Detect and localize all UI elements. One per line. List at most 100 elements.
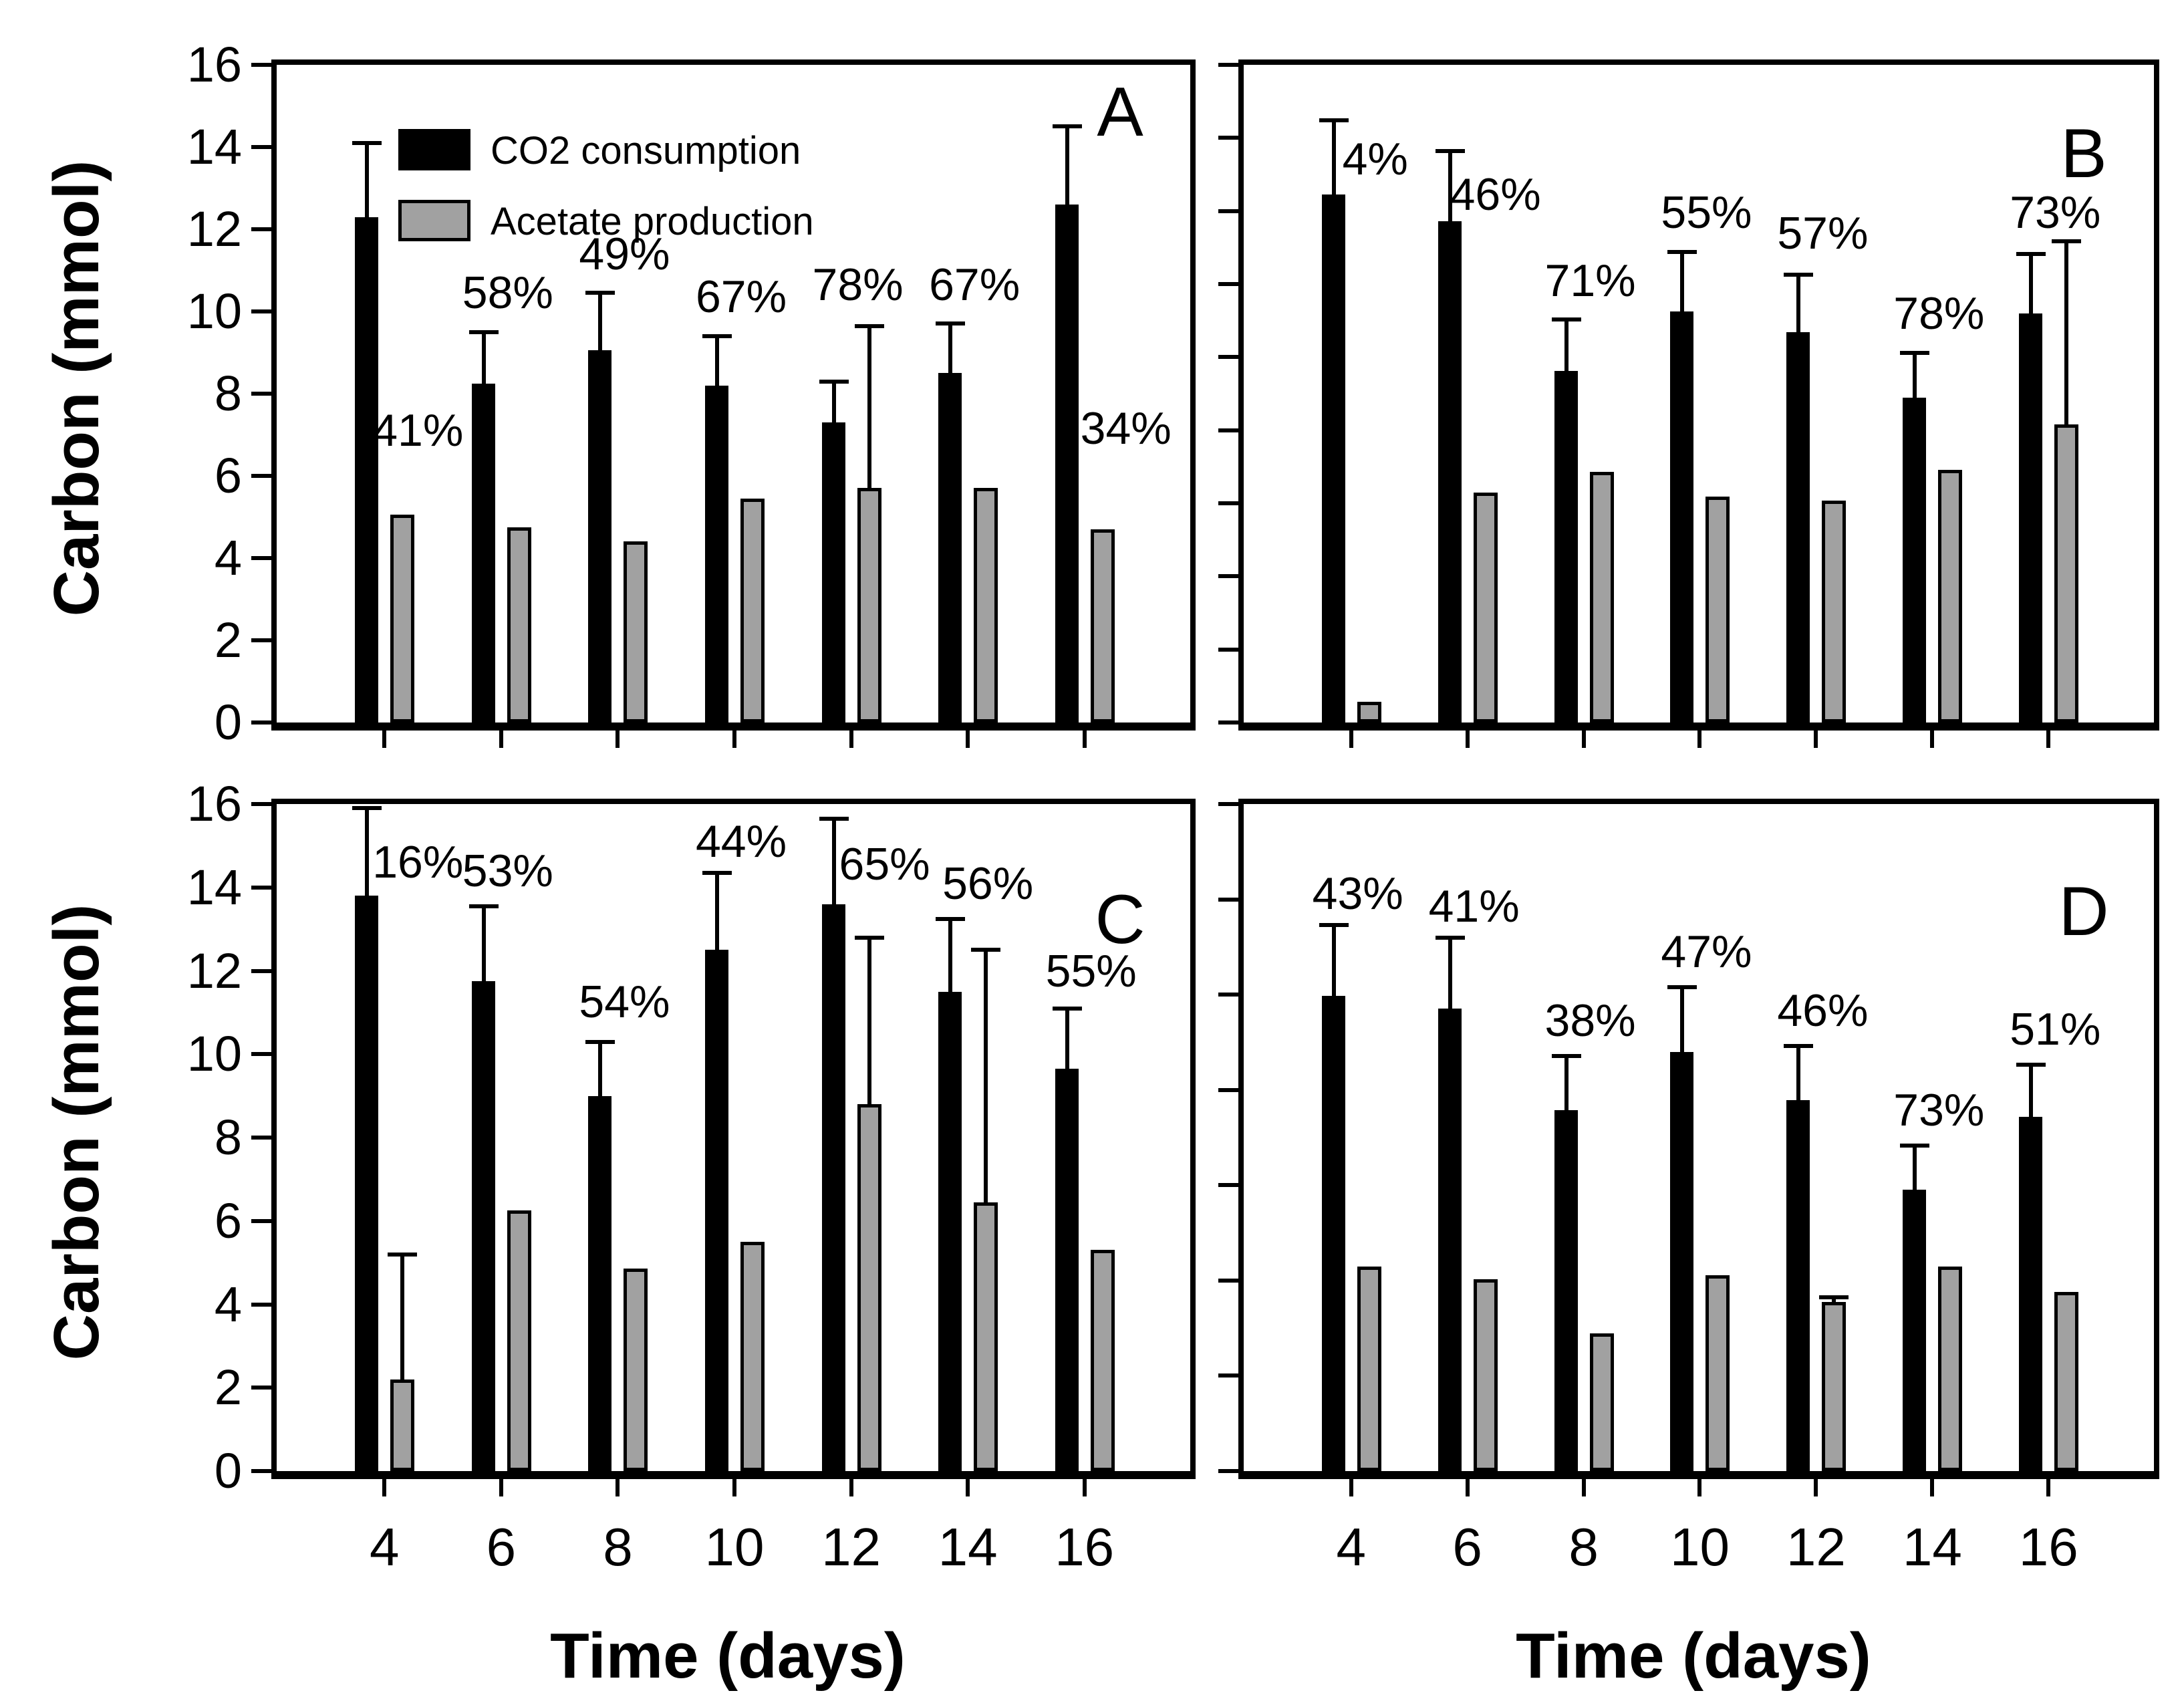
co2-error-cap-day6	[468, 904, 499, 908]
y-axis-tick	[1218, 355, 1238, 360]
x-axis-tick-label: 4	[1336, 1517, 1366, 1577]
co2-error-cap-day4	[1319, 118, 1349, 123]
co2-error-bar-day16	[2029, 253, 2034, 314]
bar-co2-day14	[1903, 398, 1927, 723]
x-axis-tick	[732, 731, 736, 748]
y-axis-tick	[1218, 897, 1238, 902]
y-axis-tick	[251, 145, 271, 149]
co2-error-cap-day6	[1435, 149, 1465, 154]
acetate-error-bar-day12	[867, 937, 871, 1105]
bar-co2-day6	[1438, 1008, 1462, 1471]
co2-error-cap-day14	[1900, 1144, 1930, 1148]
pct-label-c-day12: 65%	[839, 839, 930, 890]
bar-co2-day4	[355, 896, 379, 1471]
pct-label-b-day6: 46%	[1450, 168, 1541, 220]
y-axis-tick-label: 12	[186, 201, 242, 257]
legend-label-co2: CO2 consumption	[491, 129, 801, 172]
y-axis-tick	[251, 968, 271, 973]
y-axis-tick-label: 4	[214, 530, 242, 585]
x-axis-tick	[1581, 1479, 1586, 1496]
co2-error-cap-day6	[468, 330, 499, 334]
co2-error-bar-day8	[598, 293, 603, 351]
acetate-error-cap-day12	[1819, 1295, 1849, 1299]
bar-acetate-day16	[2054, 1291, 2079, 1471]
acetate-error-bar-day12	[867, 325, 871, 489]
x-axis-tick	[1814, 1479, 1818, 1496]
x-axis-tick	[732, 1479, 736, 1496]
y-axis-tick	[251, 556, 271, 560]
bar-co2-day10	[1670, 1052, 1694, 1471]
bar-acetate-day16	[1090, 1250, 1115, 1471]
co2-error-bar-day8	[1564, 319, 1568, 372]
co2-error-bar-day4	[1331, 924, 1336, 996]
bar-co2-day16	[1055, 205, 1079, 723]
x-axis-tick	[1930, 1479, 1935, 1496]
y-axis-tick	[251, 1218, 271, 1223]
co2-error-cap-day6	[1435, 935, 1465, 940]
x-axis-tick	[1465, 1479, 1470, 1496]
co2-error-cap-day8	[585, 1039, 616, 1044]
bar-co2-day12	[821, 422, 845, 723]
panel-letter-c: C	[1095, 881, 1145, 958]
x-axis-tick	[2046, 1479, 2051, 1496]
pct-label-d-day6: 41%	[1428, 880, 1520, 932]
co2-error-bar-day16	[1065, 126, 1069, 205]
bar-acetate-day14	[1938, 1267, 1963, 1471]
co2-error-cap-day12	[819, 816, 849, 821]
x-axis-tick	[1930, 731, 1935, 748]
x-axis-tick	[1349, 1479, 1353, 1496]
bar-co2-day6	[1438, 221, 1462, 723]
bar-acetate-day16	[1090, 529, 1115, 723]
bar-co2-day6	[471, 383, 495, 723]
acetate-error-bar-day14	[984, 950, 988, 1202]
co2-error-bar-day6	[1448, 151, 1452, 221]
bar-acetate-day14	[1938, 469, 1963, 723]
x-axis-tick	[616, 731, 620, 748]
y-axis-tick	[251, 63, 271, 67]
pct-label-d-day4: 43%	[1312, 868, 1403, 920]
y-axis-tick	[1218, 1278, 1238, 1283]
co2-error-bar-day12	[1796, 1045, 1801, 1100]
pct-label-d-day16: 51%	[2010, 1003, 2101, 1055]
y-axis-tick-label: 6	[214, 448, 242, 503]
y-axis-tick-label: 6	[214, 1192, 242, 1249]
co2-error-bar-day4	[365, 808, 370, 896]
y-axis-tick	[1218, 501, 1238, 505]
x-axis-tick	[966, 1479, 970, 1496]
bar-acetate-day12	[1822, 500, 1847, 723]
x-axis-tick	[499, 731, 503, 748]
y-axis-tick-label: 16	[186, 776, 242, 831]
y-axis-tick	[1218, 63, 1238, 67]
acetate-error-bar-day12	[1832, 1297, 1836, 1303]
y-axis-tick	[1218, 1087, 1238, 1092]
co2-error-bar-day10	[1680, 987, 1685, 1053]
bar-acetate-day8	[624, 541, 648, 723]
chart-panel-b: 4% 46% 71% 55% 57% 78% 73% B	[1218, 59, 2159, 748]
panel-letter-b: B	[2060, 115, 2107, 192]
y-axis-tick-label: 14	[186, 119, 242, 174]
pct-label-a-day4: 41%	[372, 405, 464, 456]
pct-label-c-day6: 53%	[462, 845, 553, 896]
x-axis-tick	[616, 1479, 620, 1496]
co2-error-cap-day4	[352, 140, 382, 145]
co2-error-cap-day14	[936, 916, 966, 921]
co2-error-bar-day14	[1913, 352, 1917, 398]
pct-label-c-day14: 56%	[942, 858, 1034, 909]
bar-co2-day6	[471, 981, 495, 1471]
bar-acetate-day12	[857, 488, 881, 723]
bar-acetate-day10	[740, 498, 765, 723]
bar-acetate-day8	[1589, 471, 1614, 723]
co2-error-bar-day16	[1065, 1008, 1069, 1069]
x-axis-tick	[1465, 731, 1470, 748]
y-axis-tick	[251, 1386, 271, 1390]
y-axis-tick	[251, 474, 271, 478]
x-axis-tick-label: 10	[704, 1517, 765, 1577]
chart-panel-a: 16 14 12 10 8 6 4 2 0 41% 58% 49% 67% 78% 67% 34% A	[187, 39, 1196, 749]
acetate-error-cap-day16	[2052, 239, 2082, 244]
bar-co2-day16	[1055, 1069, 1079, 1471]
y-axis-tick-label: 10	[186, 1026, 242, 1082]
bar-acetate-day6	[1473, 492, 1498, 723]
x-axis-tick	[966, 731, 970, 748]
bar-acetate-day12	[857, 1104, 881, 1471]
bar-co2-day12	[1786, 1099, 1810, 1471]
